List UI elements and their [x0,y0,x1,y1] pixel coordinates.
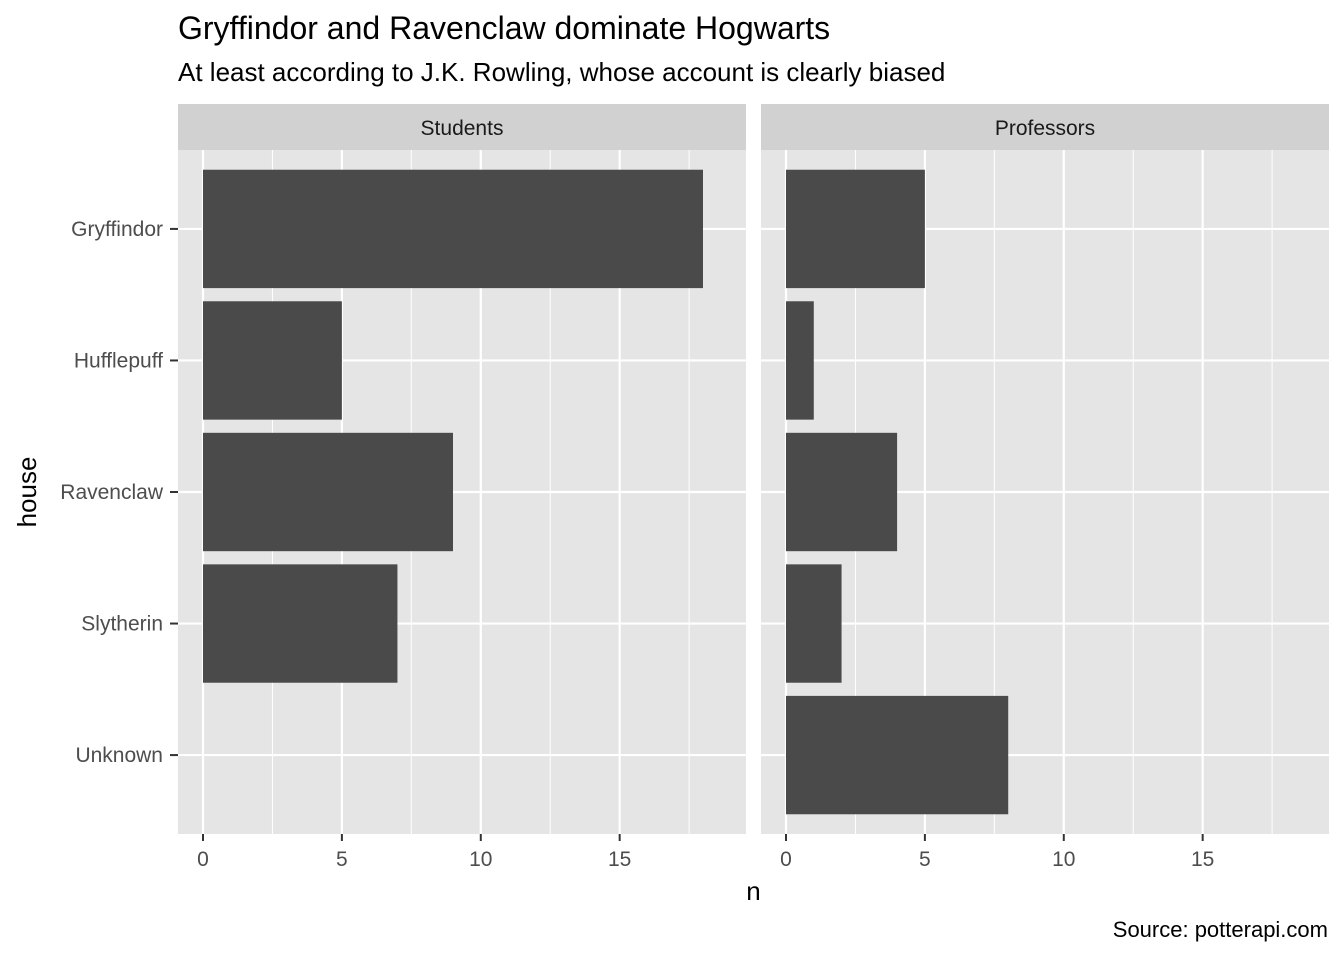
bar-gryffindor [203,169,703,289]
x-axis-title: n [746,876,760,906]
bar-slytherin [203,564,398,683]
x-tick-label: 0 [780,848,792,871]
bar-hufflepuff [203,301,342,420]
x-tick-label: 5 [336,848,348,871]
bar-unknown [786,695,1009,815]
x-tick-label: 10 [1052,848,1075,871]
chart-subtitle: At least according to J.K. Rowling, whos… [178,57,946,87]
y-tick-label: Hufflepuff [74,349,163,372]
x-tick-label: 15 [608,848,631,871]
bar-ravenclaw [203,432,453,552]
x-tick-label: 5 [919,848,931,871]
x-tick-label: 15 [1191,848,1214,871]
y-tick-label: Gryffindor [71,218,163,241]
bar-slytherin [786,564,842,683]
chart-caption: Source: potterapi.com [1112,917,1328,942]
facet-strip-label: Professors [995,117,1095,140]
chart-title: Gryffindor and Ravenclaw dominate Hogwar… [178,10,831,46]
y-tick-label: Unknown [75,744,163,767]
facet-strip-label: Students [421,117,504,140]
facet-strip [761,104,1329,150]
facet-strip [178,104,746,150]
y-tick-label: Ravenclaw [60,481,164,504]
bar-gryffindor [786,169,925,289]
bar-hufflepuff [786,301,814,420]
x-tick-label: 10 [469,848,492,871]
bar-ravenclaw [786,432,898,552]
y-tick-label: Slytherin [81,613,163,636]
y-axis-title: house [12,457,42,528]
x-tick-label: 0 [197,848,209,871]
